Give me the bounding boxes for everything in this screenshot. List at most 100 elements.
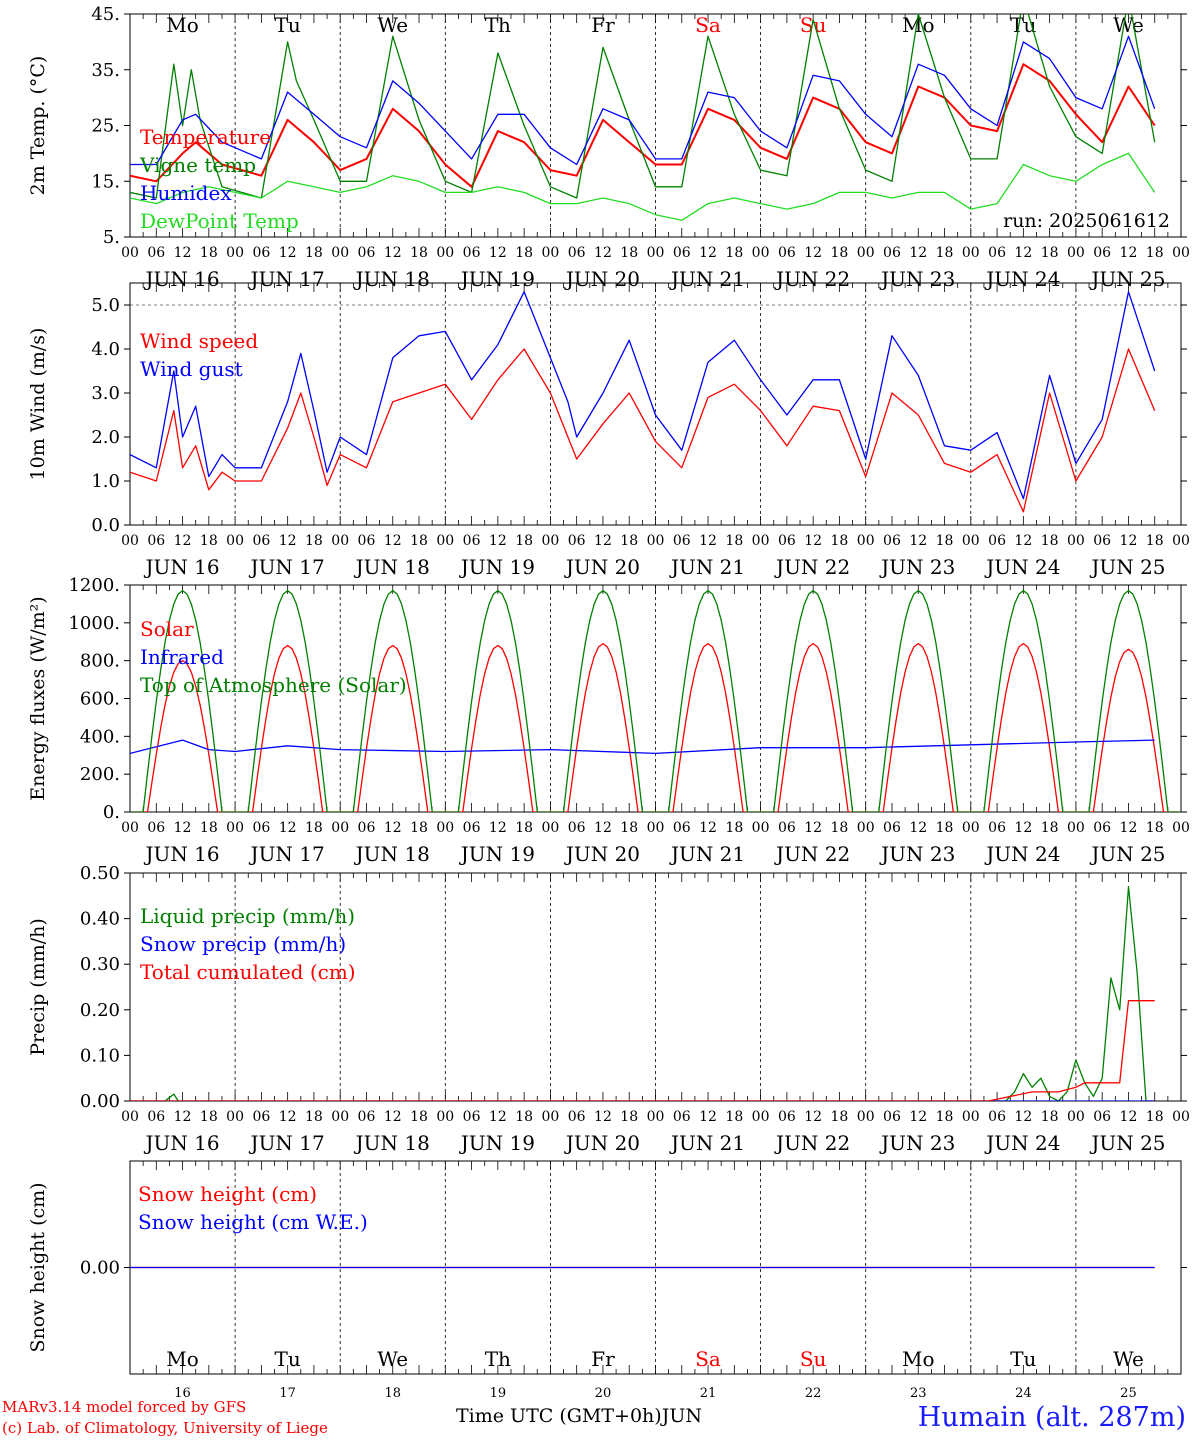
y-axis-title: Precip (mm/h): [27, 918, 49, 1056]
y-axis-title: 2m Temp. (°C): [27, 56, 49, 196]
panel-1: 5. 15. 25. 35. 45. 2m Temp. (°C) 00 06 12 18 JUN 1…: [27, 4, 1190, 291]
hour-tick-label: 06: [147, 1109, 165, 1125]
hour-tick-label: 12: [174, 533, 192, 549]
legend-entry: Wind speed: [140, 329, 258, 353]
hour-tick-label: 06: [463, 820, 481, 836]
hour-tick-label: 18: [1146, 245, 1164, 261]
hour-tick-label: 06: [147, 245, 165, 261]
hour-tick-label: 00: [752, 533, 770, 549]
hour-tick-label: 06: [568, 820, 586, 836]
hour-tick-label: 18: [620, 1109, 638, 1125]
hour-tick-label: 12: [489, 533, 507, 549]
date-label: JUN 22: [774, 842, 850, 866]
legend-entry: Total cumulated (cm): [140, 960, 356, 984]
day-number-label: 22: [805, 1386, 822, 1400]
hour-tick-label: 00: [541, 533, 559, 549]
hour-tick-label: 12: [909, 1109, 927, 1125]
date-label: JUN 23: [879, 555, 955, 579]
hour-tick-label: 06: [147, 820, 165, 836]
hour-tick-label: 12: [279, 245, 297, 261]
series-group: [130, 291, 1156, 513]
lab-credit: (c) Lab. of Climatology, University of L…: [2, 1419, 328, 1437]
legend-entry: Snow height (cm W.E.): [138, 1210, 368, 1234]
hour-tick-label: 12: [279, 820, 297, 836]
weekday-label: Fr: [591, 13, 615, 37]
hour-tick-label: 00: [226, 1109, 244, 1125]
y-tick-label: 0.40: [80, 909, 120, 930]
date-label: JUN 23: [879, 267, 955, 291]
weekday-label: Mo: [902, 1347, 935, 1371]
hour-tick-label: 18: [725, 245, 743, 261]
hour-tick-label: 00: [857, 533, 875, 549]
hour-tick-label: 00: [1067, 1109, 1085, 1125]
y-tick-label: 0.10: [80, 1045, 120, 1066]
hour-tick-label: 06: [568, 245, 586, 261]
hour-tick-label: 12: [804, 1109, 822, 1125]
y-tick-label: 0.20: [80, 1000, 120, 1021]
y-tick-label: 15.: [91, 171, 120, 192]
hour-tick-label: 18: [1041, 533, 1059, 549]
y-tick-label: 2.0: [91, 427, 120, 448]
y-axis-title: Snow height (cm): [27, 1182, 49, 1352]
hour-tick-label: 00: [962, 1109, 980, 1125]
hour-tick-label: 18: [831, 245, 849, 261]
hour-tick-label: 12: [174, 820, 192, 836]
hour-tick-label: 00: [647, 820, 665, 836]
hour-tick-label: 18: [1146, 820, 1164, 836]
panel-2: 0.0 1.0 2.0 3.0 4.0 5.0 10m Wind (m/s) 00 06 12 18…: [27, 282, 1190, 579]
weekday-label: Mo: [166, 1347, 199, 1371]
hour-tick-label: 06: [988, 245, 1006, 261]
hour-tick-label: 06: [463, 245, 481, 261]
y-tick-label: 0.00: [80, 1258, 120, 1279]
date-label: JUN 16: [143, 267, 219, 291]
legend-entry: Temperature: [140, 125, 271, 149]
hour-tick-label: 00: [1067, 820, 1085, 836]
hour-tick-label: 00: [647, 533, 665, 549]
weekday-label: Mo: [166, 13, 199, 37]
hour-tick-label: 12: [594, 820, 612, 836]
date-label: JUN 18: [354, 1131, 430, 1155]
hour-tick-label: 00: [857, 245, 875, 261]
hour-tick-label: 12: [279, 1109, 297, 1125]
day-number-label: 21: [700, 1386, 717, 1400]
series-line-1: [130, 886, 1155, 1101]
date-label: JUN 23: [879, 842, 955, 866]
legend-entry: Snow precip (mm/h): [140, 932, 346, 956]
hour-tick-label: 00: [1067, 245, 1085, 261]
hour-tick-label: 12: [594, 245, 612, 261]
hour-tick-label: 12: [489, 245, 507, 261]
date-label: JUN 19: [459, 555, 535, 579]
hour-tick-label: 18: [620, 245, 638, 261]
hour-tick-label: 12: [804, 820, 822, 836]
hour-tick-label: 00: [331, 533, 349, 549]
y-axis-title: Energy fluxes (W/m²): [27, 596, 49, 800]
series-line-1: [130, 63, 1156, 188]
weekday-label: Tu: [275, 1347, 301, 1371]
y-tick-label: 5.0: [91, 295, 120, 316]
y-tick-label: 0.30: [80, 954, 120, 975]
date-label: JUN 18: [354, 267, 430, 291]
hour-tick-label: 12: [699, 820, 717, 836]
hour-tick-label: 18: [410, 245, 428, 261]
y-tick-label: 5.: [103, 227, 120, 248]
hour-tick-label: 12: [174, 1109, 192, 1125]
hour-tick-label: 00: [436, 820, 454, 836]
meteogram-chart: 5. 15. 25. 35. 45. 2m Temp. (°C) 00 06 12 18 JUN 1…: [27, 4, 1190, 1400]
legend-entry: Snow height (cm): [138, 1182, 317, 1206]
hour-tick-label: 06: [252, 533, 270, 549]
day-number-label: 19: [490, 1386, 507, 1400]
hour-tick-label: 18: [936, 533, 954, 549]
hour-tick-label: 18: [515, 1109, 533, 1125]
hour-tick-label: 12: [384, 533, 402, 549]
time-axis-month: JUN: [661, 1405, 702, 1427]
hour-tick-label: 06: [252, 1109, 270, 1125]
y-tick-label: 0.00: [80, 1091, 120, 1112]
date-label: JUN 25: [1089, 555, 1165, 579]
hour-tick-label: 00: [1172, 820, 1190, 836]
series-line-2: [130, 291, 1156, 500]
day-number-label: 20: [595, 1386, 612, 1400]
hour-tick-label: 18: [200, 1109, 218, 1125]
hour-tick-label: 00: [121, 820, 139, 836]
hour-tick-label: 06: [673, 820, 691, 836]
legend-entry: Liquid precip (mm/h): [140, 904, 355, 928]
